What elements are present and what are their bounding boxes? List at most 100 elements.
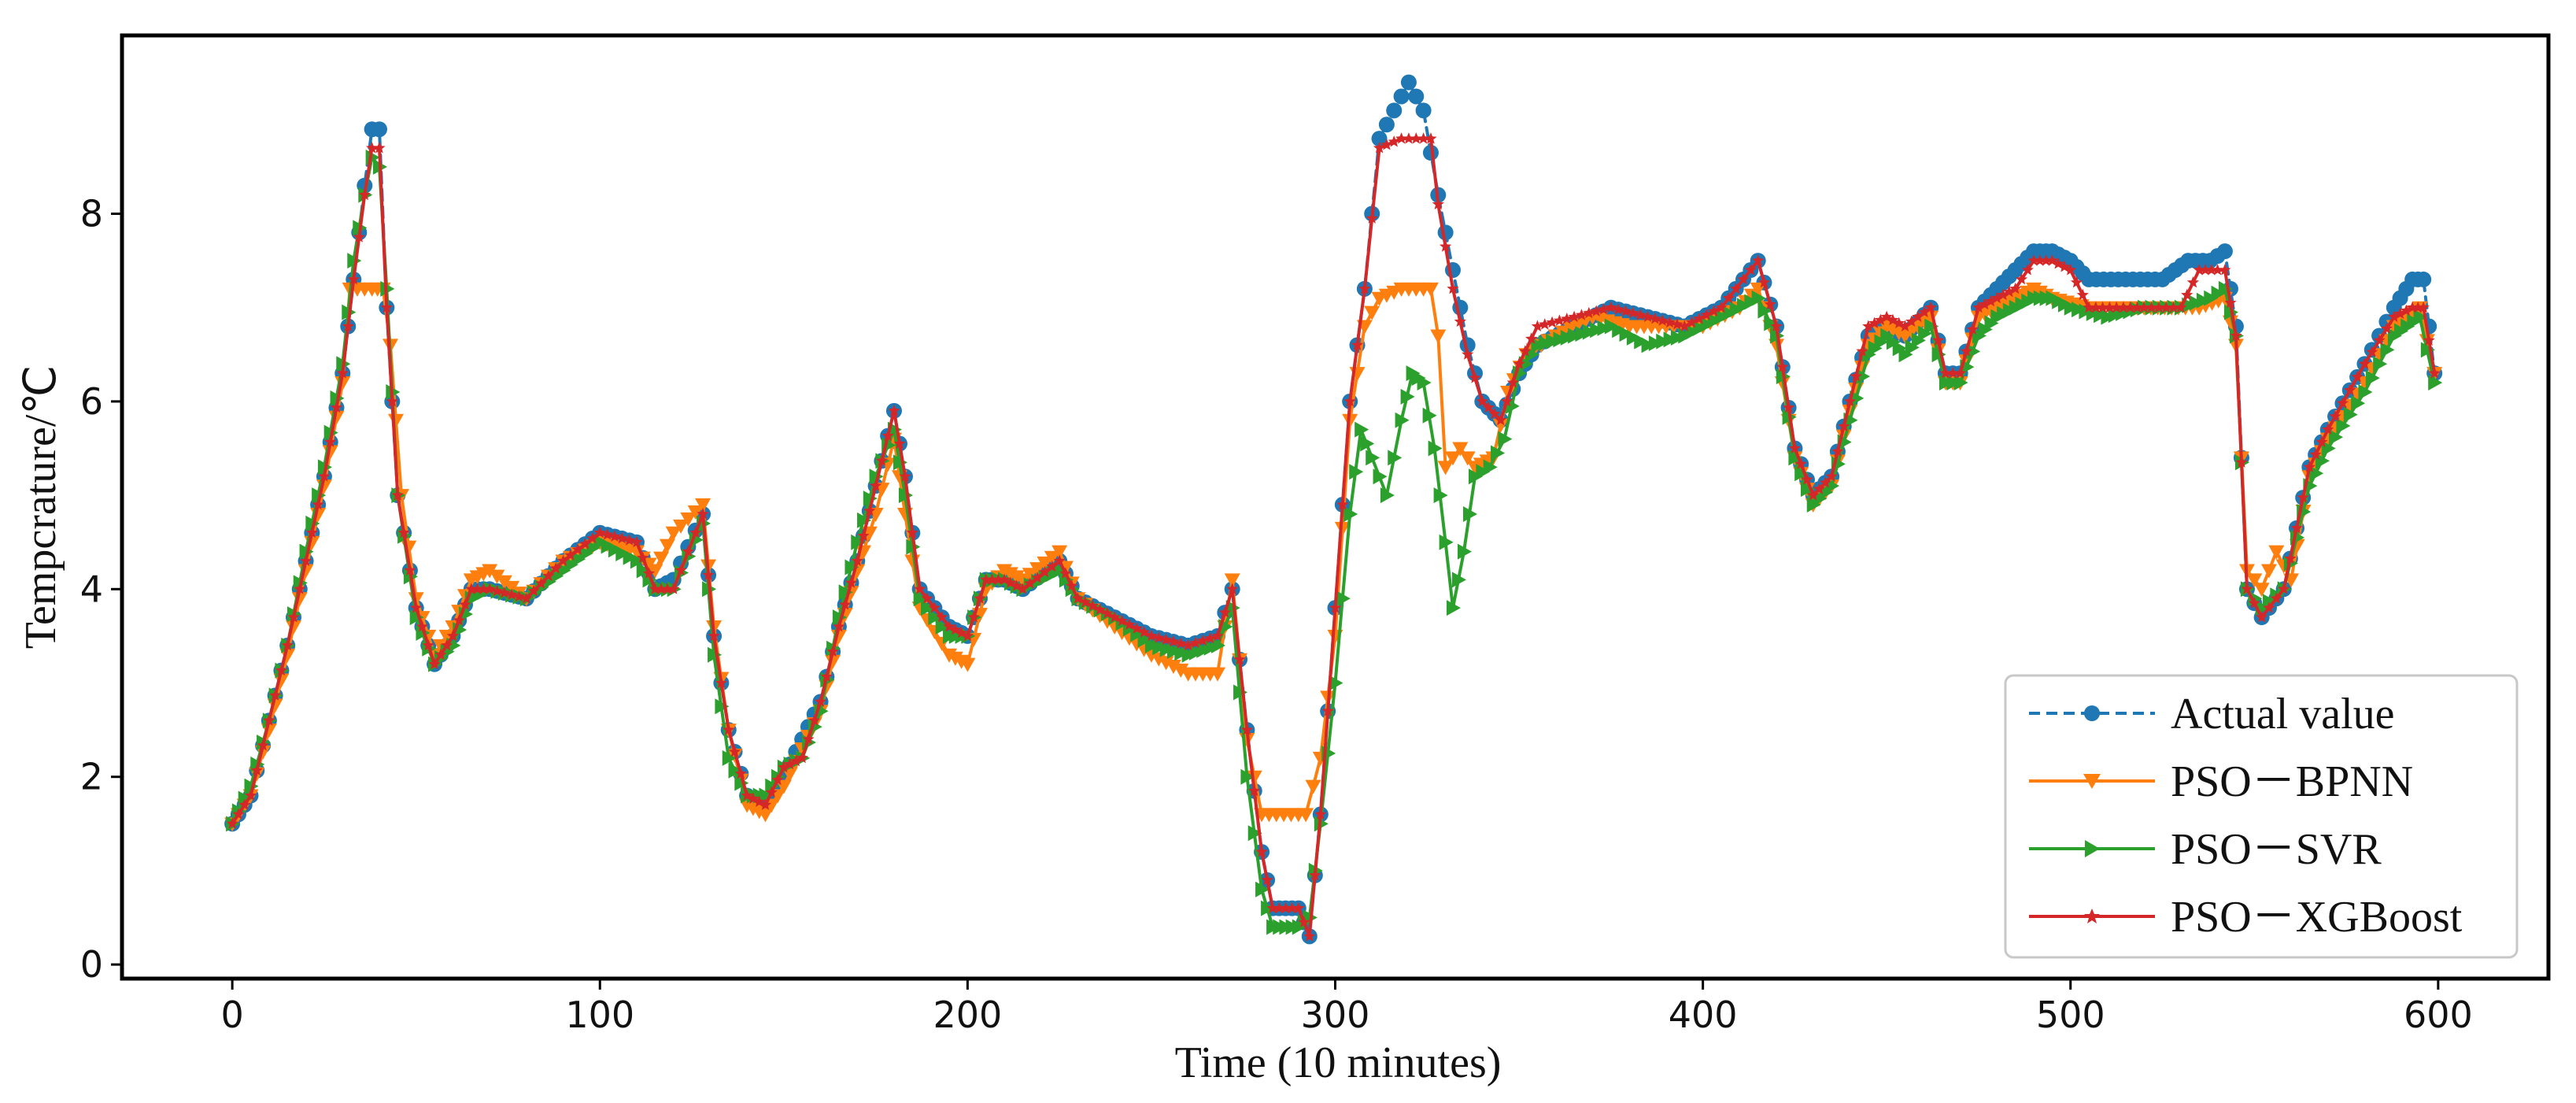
data-point-pso-xgboost	[2186, 276, 2200, 288]
data-point-pso-svr	[1366, 450, 1380, 466]
data-point-actual-value	[2415, 271, 2432, 287]
data-point-pso-xgboost	[601, 528, 614, 540]
legend-marker-pso-xgboost	[2084, 909, 2100, 923]
data-point-pso-xgboost	[556, 554, 570, 566]
data-point-pso-bpnn	[496, 575, 512, 590]
data-point-pso-bpnn	[2246, 573, 2263, 588]
data-point-pso-xgboost	[1619, 305, 1632, 316]
data-point-pso-xgboost	[520, 592, 533, 604]
data-point-pso-svr	[2336, 417, 2351, 434]
data-point-pso-xgboost	[1138, 626, 1151, 638]
legend-label-pso-bpnn: PSO－BPNN	[2171, 757, 2413, 806]
data-point-pso-xgboost	[734, 767, 747, 779]
data-point-pso-xgboost	[863, 505, 876, 516]
data-point-pso-svr	[1924, 318, 1939, 335]
data-point-pso-xgboost	[2212, 264, 2224, 276]
data-point-pso-xgboost	[1358, 282, 1371, 294]
data-point-pso-svr	[1329, 675, 1343, 691]
data-point-pso-svr	[409, 609, 424, 626]
data-point-pso-xgboost	[1053, 554, 1066, 566]
data-point-pso-svr	[2380, 342, 2395, 358]
data-point-pso-xgboost	[534, 577, 548, 589]
data-point-pso-xgboost	[914, 583, 926, 594]
data-point-pso-xgboost	[2230, 329, 2242, 341]
data-point-actual-value	[2216, 243, 2233, 260]
data-point-pso-xgboost	[808, 714, 821, 726]
data-point-pso-svr	[1422, 407, 1437, 424]
data-point-pso-xgboost	[226, 817, 238, 829]
data-point-pso-xgboost	[2021, 264, 2034, 276]
data-point-pso-xgboost	[1123, 618, 1136, 631]
data-point-pso-xgboost	[1641, 310, 1654, 323]
data-point-pso-svr	[1355, 421, 1369, 438]
data-point-pso-xgboost	[833, 620, 845, 632]
data-point-pso-svr	[1656, 333, 1671, 350]
data-point-pso-xgboost	[1454, 315, 1466, 327]
data-point-pso-svr	[1053, 562, 1068, 579]
data-point-pso-bpnn	[401, 540, 417, 555]
legend-marker-pso-bpnn	[2083, 774, 2101, 789]
legend-label-pso-svr: PSO－SVR	[2171, 825, 2382, 874]
data-point-pso-xgboost	[2181, 288, 2193, 301]
data-point-pso-svr	[1612, 322, 1627, 339]
data-point-pso-xgboost	[1266, 901, 1279, 914]
data-point-pso-xgboost	[1561, 313, 1573, 324]
data-point-pso-xgboost	[1898, 320, 1912, 331]
data-point-pso-xgboost	[921, 592, 933, 604]
data-point-pso-svr	[1764, 315, 1779, 331]
x-axis-title: Time (10 minutes)	[1175, 1038, 1502, 1087]
data-point-pso-bpnn	[659, 539, 675, 553]
data-point-pso-svr	[1794, 465, 1809, 482]
data-point-pso-xgboost	[697, 507, 709, 520]
data-point-pso-xgboost	[928, 601, 941, 613]
data-point-pso-xgboost	[2131, 301, 2143, 313]
data-point-pso-xgboost	[1261, 873, 1273, 886]
data-point-pso-svr	[2365, 370, 2380, 387]
data-point-pso-xgboost	[1715, 301, 1728, 313]
data-point-pso-xgboost	[870, 479, 882, 491]
data-point-pso-bpnn	[1051, 545, 1068, 560]
data-point-pso-xgboost	[342, 320, 354, 331]
data-point-pso-xgboost	[961, 629, 974, 642]
data-point-pso-xgboost	[1912, 310, 1924, 323]
data-point-pso-xgboost	[784, 757, 796, 770]
data-point-pso-svr	[1152, 639, 1167, 656]
data-point-pso-bpnn	[1210, 667, 1226, 682]
data-point-pso-svr	[1211, 637, 1226, 653]
legend-item-pso-bpnn: PSO－BPNN	[2029, 757, 2413, 806]
data-point-pso-xgboost	[1425, 132, 1437, 144]
data-point-pso-xgboost	[2315, 435, 2328, 447]
data-point-pso-xgboost	[1226, 583, 1239, 594]
data-point-pso-xgboost	[2344, 383, 2356, 396]
data-point-pso-svr	[935, 618, 950, 635]
data-point-pso-svr	[1546, 333, 1561, 350]
data-point-pso-bpnn	[1151, 652, 1167, 667]
data-point-pso-svr	[2218, 280, 2233, 297]
data-point-pso-xgboost	[1380, 139, 1393, 150]
data-point-pso-svr	[1166, 642, 1181, 659]
data-point-pso-xgboost	[1152, 631, 1165, 643]
data-point-actual-value	[1422, 145, 1439, 161]
data-point-pso-xgboost	[1432, 198, 1444, 209]
data-point-pso-xgboost	[2009, 282, 2022, 294]
data-point-pso-xgboost	[1059, 567, 1072, 579]
data-point-pso-svr	[1946, 375, 1961, 391]
data-point-pso-xgboost	[1447, 282, 1459, 294]
data-point-pso-xgboost	[1506, 376, 1519, 388]
data-point-pso-svr	[2072, 302, 2086, 318]
data-point-pso-xgboost	[1612, 303, 1624, 315]
data-point-pso-xgboost	[1656, 314, 1669, 326]
data-point-pso-xgboost	[353, 231, 365, 242]
data-point-pso-bpnn	[673, 519, 689, 534]
data-point-pso-svr	[1240, 768, 1255, 785]
data-point-pso-svr	[1641, 337, 1656, 353]
data-point-pso-bpnn	[279, 648, 296, 663]
data-point-pso-svr	[630, 553, 645, 569]
data-point-pso-svr	[1788, 450, 1803, 466]
data-point-pso-svr	[608, 542, 623, 558]
data-point-pso-xgboost	[1770, 320, 1783, 331]
data-point-pso-xgboost	[2110, 301, 2123, 313]
data-point-pso-svr	[1380, 487, 1395, 504]
data-point-pso-svr	[2420, 342, 2435, 358]
data-point-pso-xgboost	[386, 394, 398, 407]
